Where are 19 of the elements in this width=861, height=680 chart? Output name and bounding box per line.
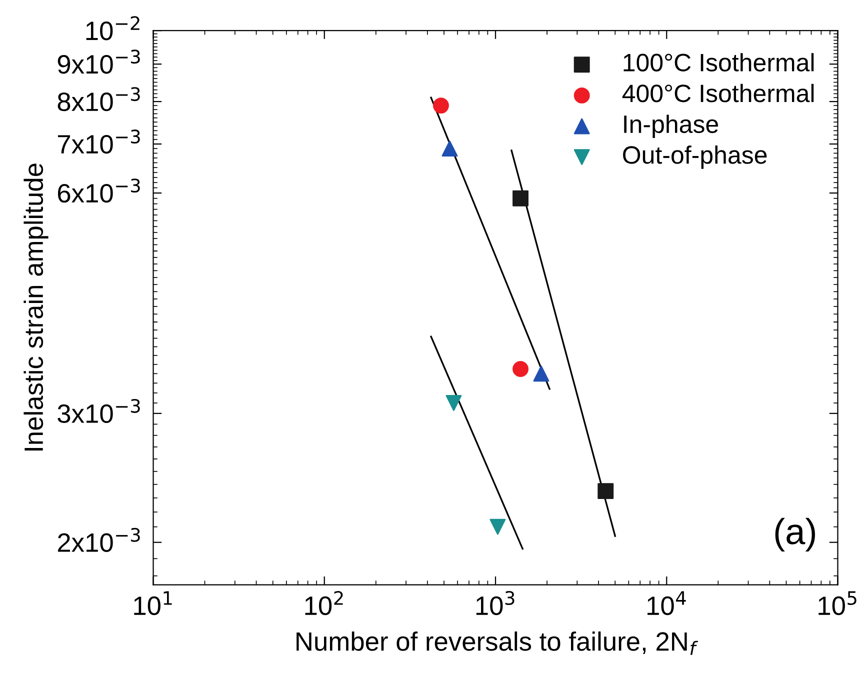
y-tick-label: 3x10$^{−3}$ <box>58 398 140 424</box>
x-axis-title: Number of reversals to failure, 2N$_{f}$ <box>296 631 698 655</box>
y-tick-label: 6x10$^{−3}$ <box>58 178 140 203</box>
y-tick-label: 2x10$^{−3}$ <box>58 528 140 552</box>
y-tick-label: 7x10$^{−3}$ <box>58 130 140 154</box>
x-tick-label: 10$^{3}$ <box>476 591 514 616</box>
x-tick-label: 10$^{4}$ <box>648 591 686 616</box>
annotation: (a) <box>775 518 815 552</box>
legend-label: Out-of-phase <box>623 146 767 169</box>
legend-label: 400°C Isothermal <box>622 84 814 102</box>
y-tick-label: 10$^{−2}$ <box>86 16 140 40</box>
x-tick-label: 10$^{5}$ <box>818 591 856 616</box>
y-tick-label: 8x10$^{−3}$ <box>58 87 140 112</box>
legend-label: 100°C Isothermal <box>624 53 814 72</box>
x-tick-label: 10$^{1}$ <box>134 591 172 616</box>
y-tick-label: 9x10$^{−3}$ <box>58 50 140 74</box>
x-tick-label: 10$^{2}$ <box>305 591 343 616</box>
y-axis-title: Inelastic strain amplitude <box>24 164 48 450</box>
legend-label: In-phase <box>624 114 718 138</box>
